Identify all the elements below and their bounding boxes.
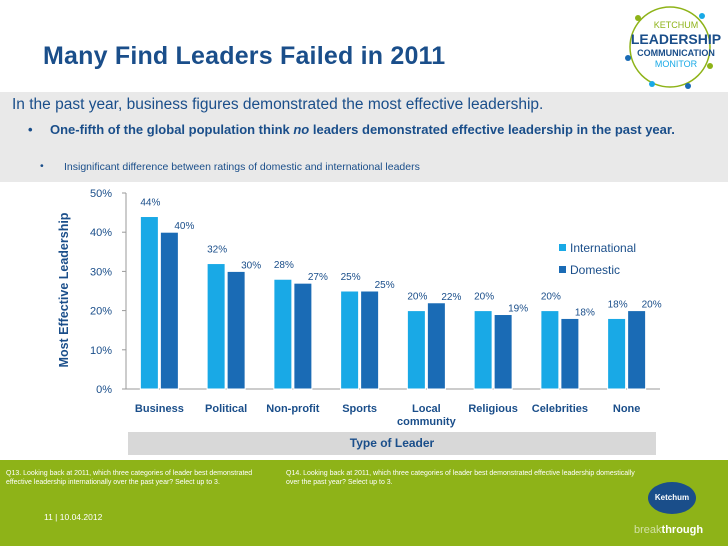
bar-domestic-sports — [360, 290, 380, 390]
category-label: None — [613, 403, 641, 415]
logo-dot-icon — [625, 55, 631, 61]
x-axis-title: Type of Leader — [128, 432, 656, 455]
logo-dot-icon — [699, 13, 705, 19]
bullet-1-text-em: no — [293, 122, 310, 137]
bullet-dot: • — [40, 160, 44, 172]
legend-swatch — [559, 266, 566, 273]
summary-bullet-2: • Insignificant difference between ratin… — [40, 160, 420, 173]
y-tick-label: 10% — [90, 345, 112, 357]
page-number: 11 | 10.04.2012 — [44, 512, 103, 522]
bar-international-none — [607, 317, 627, 390]
bar-international-political — [206, 263, 226, 390]
data-label: 20% — [642, 300, 662, 311]
bar-international-business — [139, 216, 159, 390]
logo-dot-icon — [635, 15, 641, 21]
bar-international-sports — [340, 290, 360, 390]
data-label: 40% — [174, 221, 194, 232]
category-label: community — [397, 416, 457, 428]
breakthrough-tagline: breakthrough — [634, 524, 703, 536]
bar-domestic-political — [226, 270, 246, 390]
data-label: 20% — [407, 292, 427, 303]
data-label: 20% — [541, 292, 561, 303]
category-label: Non-profit — [266, 403, 319, 415]
data-label: 27% — [308, 272, 328, 283]
logo-dot-icon — [707, 63, 713, 69]
bar-domestic-none — [627, 310, 647, 390]
category-label: Celebrities — [532, 403, 588, 415]
category-labels: Business Political Non-profit Sports Localco… — [135, 403, 640, 428]
y-tick-label: 30% — [90, 266, 112, 278]
legend: International Domestic — [559, 241, 636, 277]
bar-international-local-community — [406, 310, 426, 390]
bar-international-non-profit — [273, 278, 293, 390]
data-label: 28% — [274, 260, 294, 271]
logo-dot-icon — [649, 81, 655, 87]
logo-ketchum-text: KETCHUM — [654, 20, 699, 30]
y-tick-label: 40% — [90, 227, 112, 239]
data-label: 30% — [241, 260, 261, 271]
y-tick-label: 0% — [96, 384, 112, 396]
footnote-q13: Q13. Looking back at 2011, which three c… — [6, 470, 253, 486]
bullet-dot: • — [28, 122, 33, 137]
category-label: Political — [205, 403, 247, 415]
data-labels: 44% 40% 32% 30% 28% 27% 25% 25% 20% 22% 20% 19% 20% 1… — [140, 198, 661, 319]
y-axis-title: Most Effective Leadership — [57, 212, 71, 367]
data-label: 22% — [441, 292, 461, 303]
data-label: 19% — [508, 304, 528, 315]
bar-series — [139, 216, 647, 390]
category-label: Local — [412, 403, 441, 415]
summary-band — [0, 92, 728, 182]
footnote-q14: Q14. Looking back at 2011, which three c… — [286, 470, 635, 486]
data-label: 25% — [341, 272, 361, 283]
summary-bullet-1: • One-fifth of the global population thi… — [28, 120, 708, 139]
logo-dot-icon — [685, 83, 691, 89]
legend-label: International — [570, 241, 636, 255]
logo-communication-text: COMMUNICATION — [637, 48, 715, 58]
legend-swatch — [559, 244, 566, 251]
bullet-1-text-pre: One-fifth of the global population think — [50, 122, 294, 137]
bar-international-religious — [473, 310, 493, 390]
data-label: 44% — [140, 198, 160, 209]
bar-domestic-business — [159, 231, 179, 390]
bar-domestic-local-community — [426, 302, 446, 390]
data-label: 18% — [608, 299, 628, 310]
data-label: 25% — [375, 280, 395, 291]
logo-leadership-text: LEADERSHIP — [631, 31, 721, 47]
ketchum-leadership-monitor-logo: KETCHUM LEADERSHIP COMMUNICATION MONITOR — [625, 6, 721, 89]
y-tick-label: 20% — [90, 306, 112, 318]
bullet-1-text-post: leaders demonstrated effective leadershi… — [309, 122, 675, 137]
y-tick-label: 50% — [90, 188, 112, 200]
data-label: 20% — [474, 292, 494, 303]
data-label: 18% — [575, 307, 595, 318]
logo-monitor-text: MONITOR — [655, 59, 698, 69]
category-label: Sports — [342, 403, 377, 415]
tagline-break: break — [634, 524, 662, 536]
legend-label: Domestic — [570, 263, 620, 277]
bar-international-celebrities — [540, 310, 560, 390]
summary-headline: In the past year, business figures demon… — [12, 96, 544, 113]
bar-domestic-religious — [493, 314, 513, 390]
slide-title: Many Find Leaders Failed in 2011 — [43, 42, 446, 70]
ketchum-logo: Ketchum — [648, 482, 696, 514]
category-label: Religious — [468, 403, 518, 415]
category-label: Business — [135, 403, 184, 415]
bullet-2-text: Insignificant difference between ratings… — [64, 161, 420, 173]
tagline-through: through — [661, 524, 704, 536]
data-label: 32% — [207, 245, 227, 256]
bar-domestic-celebrities — [560, 317, 580, 390]
logo-ring — [629, 6, 711, 88]
footer-bar — [0, 460, 728, 546]
leadership-bar-chart: 0% 10% 20% 30% 40% 50% 44% 40% 32% 30% 28% 27% 25% 2… — [57, 188, 662, 428]
bar-domestic-non-profit — [293, 282, 313, 390]
